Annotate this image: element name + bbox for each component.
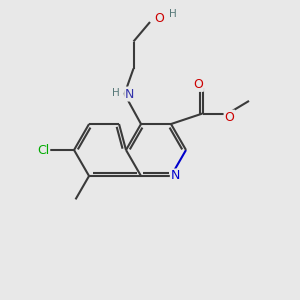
Text: H: H	[112, 88, 120, 98]
Text: N: N	[171, 169, 180, 182]
Text: O: O	[154, 12, 164, 25]
Text: Cl: Cl	[37, 143, 49, 157]
Text: O: O	[225, 111, 234, 124]
Text: H: H	[169, 9, 176, 19]
Text: O: O	[193, 78, 203, 91]
Text: N: N	[125, 88, 135, 100]
